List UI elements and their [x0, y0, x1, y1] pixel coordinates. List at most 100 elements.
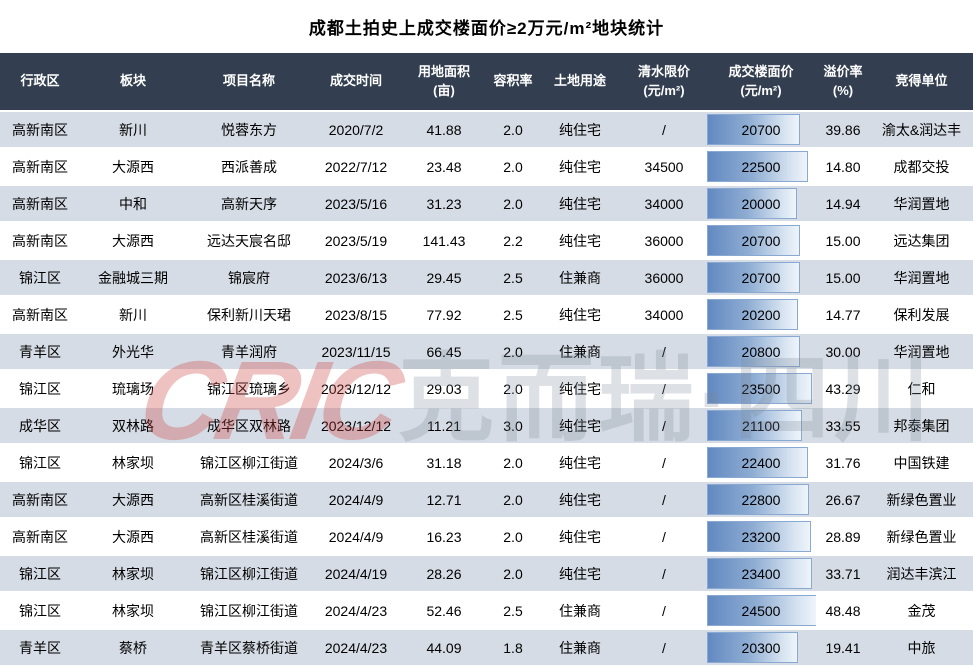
cell-use: 住兼商 — [538, 332, 622, 370]
cell-premium: 48.48 — [816, 591, 870, 629]
price-data-bar — [707, 299, 798, 330]
price-data-bar — [707, 225, 800, 256]
table-row: 高新南区 新川 悦蓉东方 2020/7/2 41.88 2.0 纯住宅/ 20700 39.86… — [0, 110, 973, 148]
cell-project: 成华区双林路 — [186, 406, 312, 444]
column-label: 容积率 — [493, 73, 533, 89]
cell-far: 2.0 — [488, 517, 538, 555]
table-body: 高新南区 新川 悦蓉东方 2020/7/2 41.88 2.0 纯住宅/20700 39.86… — [0, 110, 973, 665]
cell-sector: 林家坝 — [80, 591, 186, 629]
cell-date: 2020/7/2 — [312, 110, 400, 148]
cell-project: 西派善成 — [186, 147, 312, 185]
price-value: 23200 — [741, 528, 781, 545]
cell-project: 青羊区蔡桥街道 — [186, 628, 312, 665]
cell-use: 纯住宅 — [538, 369, 622, 407]
cell-limit: 36000 — [622, 258, 706, 296]
cell-district: 锦江区 — [0, 591, 80, 629]
cell-area: 29.45 — [400, 258, 488, 296]
cell-area: 44.09 — [400, 628, 488, 665]
price-value: 20300 — [741, 639, 781, 656]
cell-winner: 成都交投 — [870, 147, 973, 185]
price-data-bar — [707, 521, 812, 552]
cell-far: 2.0 — [488, 147, 538, 185]
price-value: 20700 — [741, 232, 781, 249]
cell-project: 高新区桂溪街道 — [186, 480, 312, 518]
table-row: 锦江区 林家坝 锦江区柳江街道 2024/4/23 52.46 2.5 住兼商/ 24500 4… — [0, 591, 973, 629]
cell-area: 66.45 — [400, 332, 488, 370]
cell-area: 41.88 — [400, 110, 488, 148]
cell-premium: 31.76 — [816, 443, 870, 481]
price-data-bar — [707, 114, 800, 145]
cell-district: 青羊区 — [0, 332, 80, 370]
cell-winner: 邦泰集团 — [870, 406, 973, 444]
price-value: 22400 — [741, 454, 781, 471]
cell-area: 28.26 — [400, 554, 488, 592]
cell-price: 21100 — [706, 406, 816, 444]
column-label: 成交时间 — [329, 73, 382, 89]
cell-winner: 润达丰滨江 — [870, 554, 973, 592]
column-header-limit: 清水限价 (元/m²) — [622, 53, 706, 111]
column-unit-label: (%) — [832, 82, 854, 98]
price-value: 21100 — [742, 417, 780, 434]
cell-sector: 外光华 — [80, 332, 186, 370]
cell-limit: / — [622, 591, 706, 629]
column-label: 溢价率 — [823, 63, 863, 79]
cell-sector: 新川 — [80, 295, 186, 333]
cell-price: 23400 — [706, 554, 816, 592]
column-header-price: 成交楼面价 (元/m²) — [706, 53, 816, 111]
cell-use: 纯住宅 — [538, 480, 622, 518]
cell-date: 2024/4/9 — [312, 480, 400, 518]
column-label: 行政区 — [20, 73, 60, 89]
cell-far: 2.5 — [488, 591, 538, 629]
cell-sector: 琉璃场 — [80, 369, 186, 407]
cell-sector: 大源西 — [80, 480, 186, 518]
cell-date: 2024/4/23 — [312, 591, 400, 629]
cell-use: 纯住宅 — [538, 295, 622, 333]
cell-sector: 金融城三期 — [80, 258, 186, 296]
cell-district: 高新南区 — [0, 480, 80, 518]
cell-sector: 双林路 — [80, 406, 186, 444]
cell-district: 青羊区 — [0, 628, 80, 665]
table-row: 高新南区 大源西 西派善成 2022/7/12 23.48 2.0 纯住宅 34500 2250… — [0, 147, 973, 185]
cell-limit: / — [622, 480, 706, 518]
cell-price: 20300 — [706, 628, 816, 665]
cell-limit: 34500 — [622, 147, 706, 185]
cell-area: 77.92 — [400, 295, 488, 333]
cell-far: 3.0 — [488, 406, 538, 444]
cell-area: 16.23 — [400, 517, 488, 555]
cell-district: 高新南区 — [0, 147, 80, 185]
cell-district: 锦江区 — [0, 258, 80, 296]
table-row: 高新南区 大源西 远达天宸名邸 2023/5/19 141.43 2.2 纯住宅 36000 2… — [0, 221, 973, 259]
cell-price: 20800 — [706, 332, 816, 370]
price-data-bar — [707, 484, 810, 515]
cell-premium: 14.77 — [816, 295, 870, 333]
cell-limit: / — [622, 517, 706, 555]
cell-winner: 金茂 — [870, 591, 973, 629]
cell-district: 高新南区 — [0, 295, 80, 333]
column-label: 清水限价 — [637, 63, 690, 79]
price-data-bar — [707, 151, 808, 182]
cell-premium: 15.00 — [816, 258, 870, 296]
cell-project: 锦江区柳江街道 — [186, 443, 312, 481]
cell-far: 2.0 — [488, 443, 538, 481]
cell-district: 高新南区 — [0, 110, 80, 148]
cell-price: 22400 — [706, 443, 816, 481]
cell-far: 2.5 — [488, 258, 538, 296]
column-unit-label: (亩) — [433, 82, 455, 98]
cell-use: 纯住宅 — [538, 517, 622, 555]
table-row: 高新南区 大源西 高新区桂溪街道 2024/4/9 16.23 2.0 纯住宅/ 23200 2… — [0, 517, 973, 555]
price-data-bar — [707, 632, 799, 663]
cell-winner: 新绿色置业 — [870, 480, 973, 518]
table-row: 锦江区 琉璃场 锦江区琉璃乡 2023/12/12 29.03 2.0 纯住宅/ 23500 4… — [0, 369, 973, 407]
column-header-use: 土地用途 — [538, 53, 622, 111]
price-value: 20000 — [741, 195, 781, 212]
cell-date: 2023/6/13 — [312, 258, 400, 296]
cell-project: 锦江区柳江街道 — [186, 591, 312, 629]
cell-premium: 33.55 — [816, 406, 870, 444]
cell-project: 锦宸府 — [186, 258, 312, 296]
cell-limit: 34000 — [622, 184, 706, 222]
cell-use: 住兼商 — [538, 591, 622, 629]
cell-winner: 仁和 — [870, 369, 973, 407]
cell-price: 23500 — [706, 369, 816, 407]
column-label: 用地面积 — [417, 63, 470, 79]
price-data-bar — [707, 188, 797, 219]
